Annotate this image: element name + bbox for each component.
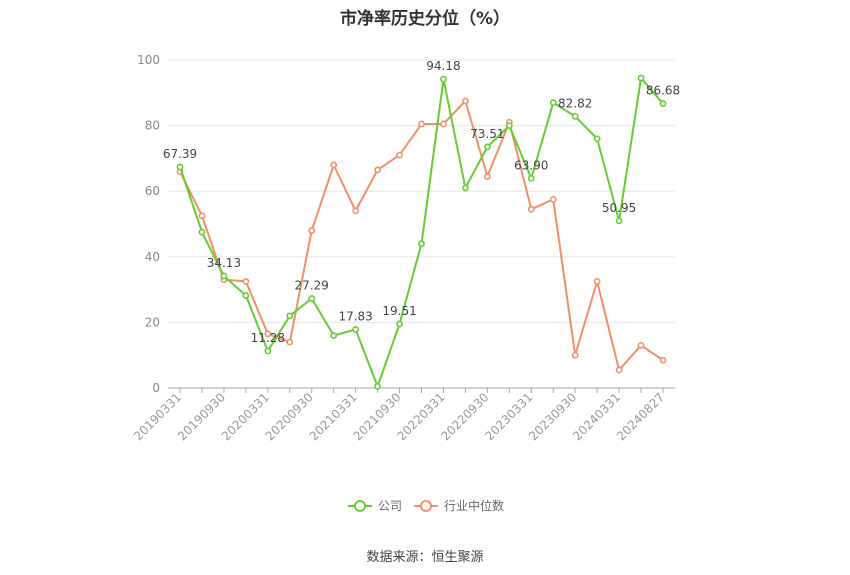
x-tick-label: 20240827 xyxy=(614,390,667,443)
data-point[interactable] xyxy=(330,332,338,339)
data-label: 27.29 xyxy=(295,278,329,292)
data-point[interactable] xyxy=(659,100,667,108)
data-point[interactable] xyxy=(286,338,294,346)
data-point[interactable] xyxy=(264,347,272,355)
series-layer xyxy=(176,74,667,390)
data-source: 数据来源：恒生聚源 xyxy=(366,550,484,565)
data-point[interactable] xyxy=(330,161,338,169)
data-label: 50.95 xyxy=(602,201,636,215)
y-tick-label: 80 xyxy=(145,119,160,133)
data-point[interactable] xyxy=(659,356,667,364)
data-point[interactable] xyxy=(462,97,469,105)
y-axis: 0 20 40 60 80 100 xyxy=(137,53,160,395)
data-point[interactable] xyxy=(637,341,645,349)
legend-item-company[interactable]: 公司 xyxy=(348,499,402,513)
data-point[interactable] xyxy=(308,295,316,302)
data-point[interactable] xyxy=(352,207,360,215)
data-label: 17.83 xyxy=(338,310,372,324)
legend-label: 行业中位数 xyxy=(444,498,504,513)
data-label: 11.28 xyxy=(251,331,285,345)
data-label: 86.68 xyxy=(646,84,680,98)
y-tick-label: 40 xyxy=(145,250,160,264)
data-point[interactable] xyxy=(483,173,491,180)
data-point[interactable] xyxy=(418,120,425,128)
data-label: 73.51 xyxy=(470,127,504,141)
data-point[interactable] xyxy=(242,292,250,299)
data-point[interactable] xyxy=(176,163,184,171)
data-label: 19.51 xyxy=(382,304,416,318)
data-point[interactable] xyxy=(637,74,645,82)
data-point[interactable] xyxy=(483,143,491,151)
data-point[interactable] xyxy=(571,351,579,359)
legend[interactable]: 公司 行业中位数 xyxy=(348,498,504,513)
y-tick-label: 20 xyxy=(145,315,160,329)
data-label: 82.82 xyxy=(558,96,592,110)
data-point[interactable] xyxy=(615,217,623,225)
data-point[interactable] xyxy=(593,135,601,143)
data-point[interactable] xyxy=(418,240,425,248)
data-point[interactable] xyxy=(527,205,535,213)
data-point[interactable] xyxy=(615,366,623,374)
line-chart: 0 20 40 60 80 100 201903312019093020200331202… xyxy=(131,53,680,513)
data-label: 67.39 xyxy=(163,147,197,161)
x-axis: 2019033120190930202003312020093020210331… xyxy=(131,387,675,443)
data-label: 34.13 xyxy=(207,256,241,270)
y-tick-label: 60 xyxy=(145,184,160,198)
data-point[interactable] xyxy=(440,75,447,83)
data-point[interactable] xyxy=(505,122,513,129)
data-point[interactable] xyxy=(396,320,403,328)
data-label: 94.18 xyxy=(426,59,460,73)
data-point[interactable] xyxy=(462,184,469,192)
data-point[interactable] xyxy=(440,120,447,128)
data-point[interactable] xyxy=(549,99,557,107)
legend-label: 公司 xyxy=(378,499,402,513)
data-point[interactable] xyxy=(198,228,206,236)
data-point[interactable] xyxy=(286,312,294,320)
data-point[interactable] xyxy=(242,277,250,285)
data-point[interactable] xyxy=(549,195,557,203)
data-point[interactable] xyxy=(264,330,272,338)
data-point[interactable] xyxy=(593,277,601,285)
data-point[interactable] xyxy=(571,112,579,120)
legend-marker xyxy=(354,500,366,512)
legend-item-industry-median[interactable]: 行业中位数 xyxy=(414,498,504,513)
y-tick-label: 100 xyxy=(137,53,160,67)
data-labels: 67.39 34.13 11.28 27.29 17.83 19.51 94.18 73.51… xyxy=(163,59,680,345)
data-point[interactable] xyxy=(527,175,535,182)
chart-title: 市净率历史分位（%） xyxy=(339,9,511,29)
series-line-industry-median xyxy=(179,100,664,371)
data-point[interactable] xyxy=(220,272,228,280)
data-point[interactable] xyxy=(374,382,381,390)
y-tick-label: 0 xyxy=(152,381,160,395)
data-point[interactable] xyxy=(396,151,403,159)
legend-marker xyxy=(420,500,432,512)
data-label: 63.90 xyxy=(514,158,548,172)
data-point[interactable] xyxy=(352,326,360,333)
data-point[interactable] xyxy=(308,227,316,234)
data-point[interactable] xyxy=(198,212,206,220)
data-point[interactable] xyxy=(374,166,381,174)
